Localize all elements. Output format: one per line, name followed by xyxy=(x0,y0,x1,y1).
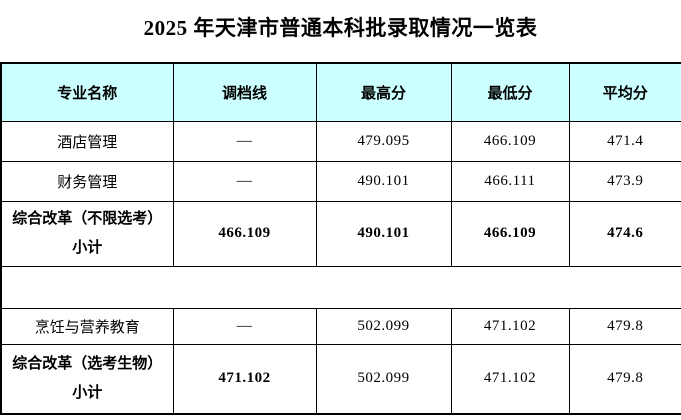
cell-transfer-line: 466.109 xyxy=(172,200,317,267)
cell-transfer-line: — xyxy=(172,160,317,202)
cell-transfer-line: — xyxy=(172,120,317,162)
cell-major-name: 酒店管理 xyxy=(0,120,174,162)
cell-average-score: 479.8 xyxy=(568,343,681,415)
page-title: 2025 年天津市普通本科批录取情况一览表 xyxy=(143,16,538,40)
table-header-row: 专业名称 调档线 最高分 最低分 平均分 xyxy=(0,62,681,122)
cell-transfer-line: — xyxy=(172,307,317,345)
cell-lowest-score: 471.102 xyxy=(450,343,570,415)
cell-lowest-score: 466.111 xyxy=(450,160,570,202)
cell-highest-score: 490.101 xyxy=(315,200,452,267)
cell-highest-score: 502.099 xyxy=(315,343,452,415)
cell-highest-score: 502.099 xyxy=(315,307,452,345)
table-row: 酒店管理 — 479.095 466.109 471.4 xyxy=(0,120,681,162)
cell-transfer-line: 471.102 xyxy=(172,343,317,415)
cell-average-score: 471.4 xyxy=(568,120,681,162)
admission-table: 专业名称 调档线 最高分 最低分 平均分 酒店管理 — 479.095 466.… xyxy=(0,62,681,415)
cell-lowest-score: 466.109 xyxy=(450,120,570,162)
column-header-lowest-score: 最低分 xyxy=(450,62,570,122)
column-header-highest-score: 最高分 xyxy=(315,62,452,122)
cell-major-name: 财务管理 xyxy=(0,160,174,202)
cell-lowest-score: 471.102 xyxy=(450,307,570,345)
cell-average-score: 474.6 xyxy=(568,200,681,267)
cell-highest-score: 479.095 xyxy=(315,120,452,162)
column-header-transfer-line: 调档线 xyxy=(172,62,317,122)
cell-lowest-score: 466.109 xyxy=(450,200,570,267)
cell-major-name: 综合改革（不限选考） 小计 xyxy=(0,200,174,267)
subtotal-row: 综合改革（不限选考） 小计 466.109 490.101 466.109 47… xyxy=(0,200,681,267)
cell-major-name: 综合改革（选考生物） 小计 xyxy=(0,343,174,415)
table-row: 财务管理 — 490.101 466.111 473.9 xyxy=(0,160,681,202)
cell-major-name: 烹饪与营养教育 xyxy=(0,307,174,345)
column-header-average-score: 平均分 xyxy=(568,62,681,122)
subtotal-row: 综合改革（选考生物） 小计 471.102 502.099 471.102 47… xyxy=(0,343,681,415)
table-row: 烹饪与营养教育 — 502.099 471.102 479.8 xyxy=(0,307,681,345)
empty-cell xyxy=(1,265,681,309)
column-header-major-name: 专业名称 xyxy=(0,62,174,122)
cell-average-score: 479.8 xyxy=(568,307,681,345)
cell-average-score: 473.9 xyxy=(568,160,681,202)
cell-highest-score: 490.101 xyxy=(315,160,452,202)
empty-row xyxy=(1,265,681,309)
